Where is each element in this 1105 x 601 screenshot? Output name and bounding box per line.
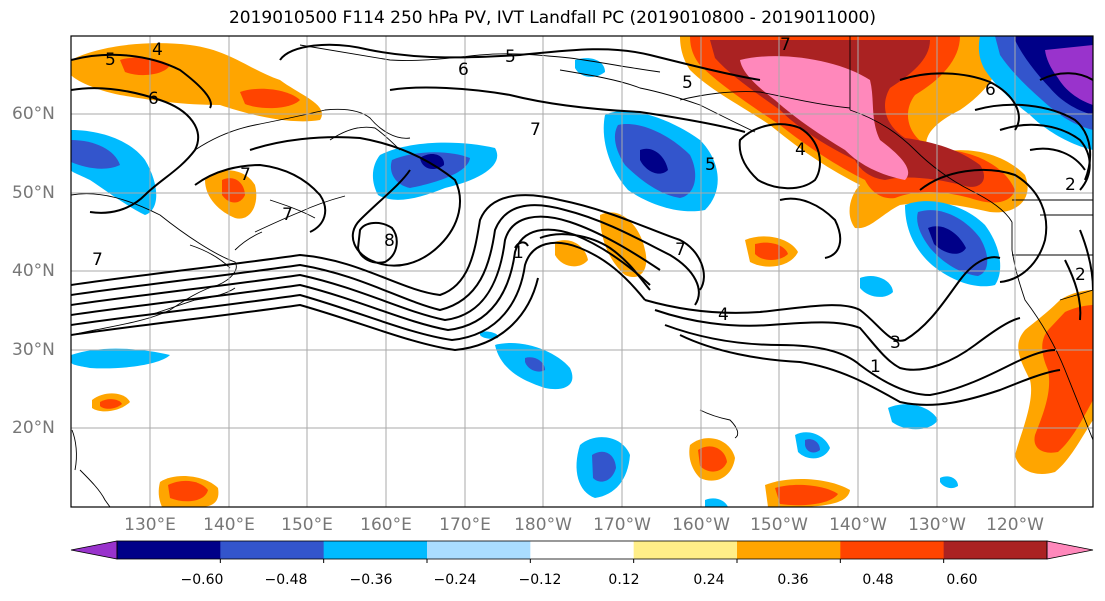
shaded-negative-region [940, 476, 958, 489]
colorbar-tick-label: 0.48 [862, 572, 894, 588]
lon-label: 150°W [750, 515, 808, 535]
shaded-negative-region [575, 58, 605, 77]
lat-label: 30°N [12, 340, 55, 360]
contour-label-layer: 5 4 6 5 6 7 5 8 7 7 7 5 4 1 4 3 1 2 2 6 … [92, 35, 1086, 377]
shaded-negative-region [525, 357, 545, 372]
shaded-negative-region [71, 348, 170, 369]
lon-label: 140°E [203, 515, 255, 535]
colorbar-tick-label: −0.12 [518, 572, 562, 588]
shaded-positive-region [600, 212, 647, 278]
contour-label: 6 [148, 89, 159, 109]
contour-label: 8 [384, 231, 395, 251]
contour-label: 7 [530, 120, 541, 140]
contour-label: 2 [1065, 175, 1076, 195]
lon-label: 160°W [672, 515, 730, 535]
shaded-negative-region [592, 451, 616, 482]
colorbar-tick-label: −0.36 [349, 572, 393, 588]
shaded-negative-region [860, 275, 893, 297]
shaded-negative-region [640, 148, 668, 174]
shaded-positive-region [222, 178, 245, 203]
lon-label: 150°E [281, 515, 333, 535]
gridlines [71, 36, 1093, 507]
lon-label: 180°W [514, 515, 572, 535]
shaded-positive-region [168, 480, 208, 502]
lat-label: 50°N [12, 183, 55, 203]
lon-label: 160°E [360, 515, 412, 535]
contour-label: 4 [718, 305, 729, 325]
colorbar-segment [117, 541, 221, 559]
shaded-negative-region [390, 152, 470, 188]
contour-label: 4 [152, 40, 163, 60]
shaded-negative-region [1045, 45, 1093, 105]
contour-label: 7 [282, 205, 293, 225]
colorbar-segment [840, 541, 945, 559]
shaded-field [71, 36, 1093, 507]
colorbar-segment [427, 541, 531, 559]
shaded-positive-region [775, 484, 838, 506]
colorbar-tick-label: 0.24 [693, 572, 725, 588]
map-panel: 5 4 6 5 6 7 5 8 7 7 7 5 4 1 4 3 1 2 2 6 … [70, 35, 1094, 508]
colorbar-tick-label: −0.60 [180, 572, 224, 588]
lon-label: 130°E [124, 515, 176, 535]
lon-label: 120°W [986, 515, 1044, 535]
shaded-negative-region [805, 439, 820, 453]
contour-label: 5 [505, 47, 516, 67]
contour-label: 3 [890, 333, 901, 353]
lat-label: 60°N [12, 104, 55, 124]
colorbar-segment [530, 541, 635, 559]
colorbar-tick-label: 0.60 [946, 572, 978, 588]
figure-title: 2019010500 F114 250 hPa PV, IVT Landfall… [228, 8, 876, 28]
colorbar-segment [737, 541, 841, 559]
shaded-negative-region [420, 154, 445, 170]
colorbar-tick-label: −0.24 [433, 572, 477, 588]
shaded-positive-region [240, 88, 300, 109]
contour-label: 2 [1075, 265, 1086, 285]
lon-label: 170°W [593, 515, 651, 535]
colorbar-extend-right [1046, 540, 1094, 560]
map-frame [70, 35, 1094, 508]
contour-label: 5 [705, 155, 716, 175]
pv-contours [71, 43, 1093, 406]
colorbar-segment [323, 541, 428, 559]
contour-label: 5 [105, 50, 116, 70]
lon-label: 170°E [439, 515, 491, 535]
lat-label: 40°N [12, 261, 55, 281]
shaded-negative-region [705, 498, 728, 507]
lat-label: 20°N [12, 418, 55, 438]
contour-label: 1 [870, 357, 881, 377]
shaded-positive-region [698, 446, 727, 472]
contour-label: 7 [675, 240, 686, 260]
shaded-positive-region [1034, 305, 1093, 453]
contour-label: 5 [682, 73, 693, 93]
contour-label: 6 [458, 60, 469, 80]
colorbar-tick-label: −0.48 [264, 572, 308, 588]
lon-label: 140°W [829, 515, 887, 535]
colorbar-frame [116, 540, 1048, 560]
shaded-negative-region [71, 140, 120, 169]
contour-label: 6 [985, 80, 996, 100]
colorbar-segment [943, 541, 1048, 559]
contour-label: 7 [780, 35, 791, 55]
shaded-negative-region [480, 331, 499, 339]
contour-label: 4 [795, 140, 806, 160]
shaded-positive-region [740, 56, 909, 180]
shaded-negative-region [888, 404, 938, 430]
colorbar-segment [220, 541, 325, 559]
contour-label: 7 [92, 250, 103, 270]
colorbar-tick-label: 0.36 [777, 572, 809, 588]
contour-label: 1 [513, 243, 524, 263]
contour-label: 7 [240, 165, 251, 185]
colorbar-extend-left [70, 540, 118, 560]
shaded-positive-region [555, 240, 588, 267]
colorbar-segment [633, 541, 738, 559]
lon-label: 130°W [908, 515, 966, 535]
shaded-positive-region [100, 399, 122, 409]
shaded-positive-region [755, 242, 788, 260]
colorbar-tick-label: 0.12 [608, 572, 640, 588]
